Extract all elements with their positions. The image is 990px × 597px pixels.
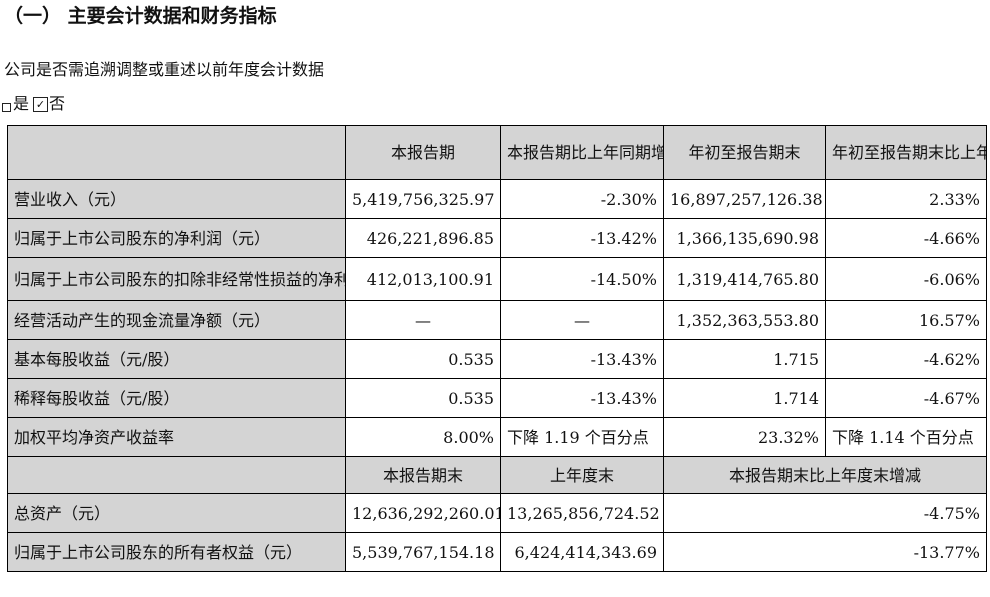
header-cell-current-period: 本报告期 <box>345 125 501 180</box>
table-cell: -13.43% <box>500 339 664 379</box>
table-cell: 0.535 <box>345 378 501 418</box>
header-cell-ytd-change: 年初至报告期末比上年同期增减 <box>825 125 987 180</box>
row-label: 稀释每股收益（元/股） <box>7 378 346 418</box>
financial-data-table: 本报告期 本报告期比上年同期增减 年初至报告期末 年初至报告期末比上年同期增减 … <box>7 125 987 572</box>
header-cell-empty <box>7 456 346 494</box>
table-row: 归属于上市公司股东的扣除非经常性损益的净利润（元） 412,013,100.91… <box>7 257 987 301</box>
table-cell: 1,352,363,553.80 <box>663 300 826 340</box>
row-label: 归属于上市公司股东的所有者权益（元） <box>7 532 346 572</box>
table-cell: 16,897,257,126.38 <box>663 179 826 219</box>
table-cell: -4.62% <box>825 339 987 379</box>
table-cell: 13,265,856,724.52 <box>500 493 664 533</box>
table-cell: 下降 1.14 个百分点 <box>825 417 987 457</box>
row-label: 总资产（元） <box>7 493 346 533</box>
table-header-row: 本报告期末 上年度末 本报告期末比上年度末增减 <box>7 456 987 494</box>
row-label: 归属于上市公司股东的扣除非经常性损益的净利润（元） <box>7 257 346 301</box>
table-cell: 12,636,292,260.01 <box>345 493 501 533</box>
table-cell: 0.535 <box>345 339 501 379</box>
table-row: 基本每股收益（元/股） 0.535 -13.43% 1.715 -4.62% <box>7 339 987 379</box>
option-no-label: 否 <box>49 94 66 113</box>
option-yes-label: 是 <box>13 94 30 113</box>
table-cell: 1,366,135,690.98 <box>663 218 826 258</box>
table-cell: 6,424,414,343.69 <box>500 532 664 572</box>
table-cell: -6.06% <box>825 257 987 301</box>
table-row: 营业收入（元） 5,419,756,325.97 -2.30% 16,897,2… <box>7 179 987 219</box>
row-label: 经营活动产生的现金流量净额（元） <box>7 300 346 340</box>
table-cell: -13.43% <box>500 378 664 418</box>
unchecked-box-icon <box>2 102 11 112</box>
table-cell: -4.75% <box>663 493 987 533</box>
table-header-row: 本报告期 本报告期比上年同期增减 年初至报告期末 年初至报告期末比上年同期增减 <box>7 125 987 180</box>
table-row: 归属于上市公司股东的净利润（元） 426,221,896.85 -13.42% … <box>7 218 987 258</box>
table-row: 经营活动产生的现金流量净额（元） — — 1,352,363,553.80 16… <box>7 300 987 340</box>
table-cell: 412,013,100.91 <box>345 257 501 301</box>
table-cell: 1.714 <box>663 378 826 418</box>
table-cell: 426,221,896.85 <box>345 218 501 258</box>
restatement-options: 是 ✓ 否 <box>2 92 65 116</box>
table-cell: 5,539,767,154.18 <box>345 532 501 572</box>
table-cell: — <box>500 300 664 340</box>
table-cell: 1.715 <box>663 339 826 379</box>
header-cell-current-period-change: 本报告期比上年同期增减 <box>500 125 664 180</box>
table-cell: -4.66% <box>825 218 987 258</box>
table-row: 归属于上市公司股东的所有者权益（元） 5,539,767,154.18 6,42… <box>7 532 987 572</box>
table-cell: -4.67% <box>825 378 987 418</box>
header-cell-empty <box>7 125 346 180</box>
table-row: 总资产（元） 12,636,292,260.01 13,265,856,724.… <box>7 493 987 533</box>
table-row: 加权平均净资产收益率 8.00% 下降 1.19 个百分点 23.32% 下降 … <box>7 417 987 457</box>
table-row: 稀释每股收益（元/股） 0.535 -13.43% 1.714 -4.67% <box>7 378 987 418</box>
row-label: 归属于上市公司股东的净利润（元） <box>7 218 346 258</box>
table-cell: -13.42% <box>500 218 664 258</box>
header-cell-period-end-change: 本报告期末比上年度末增减 <box>663 456 987 494</box>
table-cell: 5,419,756,325.97 <box>345 179 501 219</box>
section-heading: （一） 主要会计数据和财务指标 <box>4 5 277 27</box>
table-cell: -14.50% <box>500 257 664 301</box>
row-label: 营业收入（元） <box>7 179 346 219</box>
restatement-question: 公司是否需追溯调整或重述以前年度会计数据 <box>4 60 325 79</box>
row-label: 加权平均净资产收益率 <box>7 417 346 457</box>
table-cell: 下降 1.19 个百分点 <box>500 417 664 457</box>
table-cell: 23.32% <box>663 417 826 457</box>
header-cell-prior-year-end: 上年度末 <box>500 456 664 494</box>
table-cell: -13.77% <box>663 532 987 572</box>
table-cell: 1,319,414,765.80 <box>663 257 826 301</box>
table-cell: 2.33% <box>825 179 987 219</box>
checked-box-icon: ✓ <box>33 96 49 112</box>
header-cell-ytd: 年初至报告期末 <box>663 125 826 180</box>
header-cell-period-end: 本报告期末 <box>345 456 501 494</box>
table-cell: — <box>345 300 501 340</box>
table-cell: 8.00% <box>345 417 501 457</box>
table-cell: 16.57% <box>825 300 987 340</box>
table-cell: -2.30% <box>500 179 664 219</box>
row-label: 基本每股收益（元/股） <box>7 339 346 379</box>
